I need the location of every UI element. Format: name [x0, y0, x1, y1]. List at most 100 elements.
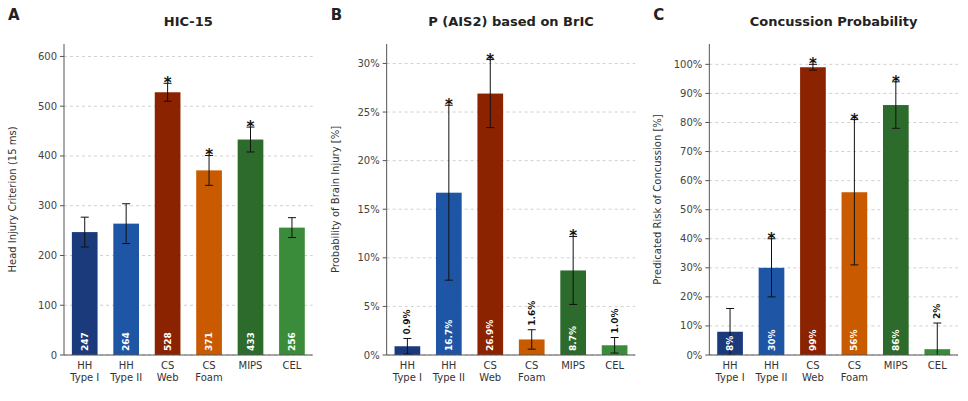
grid-line [709, 93, 958, 94]
panel: B P (AIS2) based on BrIC Probability of Br… [330, 6, 636, 383]
category-label: CSWeb [479, 360, 501, 383]
tick [705, 296, 709, 297]
data-label: 1.6% [527, 301, 537, 326]
category-label: HHType II [109, 360, 142, 383]
error-bar [81, 217, 89, 247]
grid-line [709, 325, 958, 326]
grid-line [64, 56, 313, 57]
plot-area [395, 60, 628, 355]
tick-label: 20% [357, 155, 379, 166]
data-label: 99% [808, 329, 818, 351]
panel-letter: B [331, 6, 342, 24]
tick-label: 10% [680, 320, 702, 331]
grid-line [387, 63, 636, 64]
tick [705, 122, 709, 123]
figure: AHIC-15Head Injury Criterion (15 ms)0100… [0, 0, 968, 401]
data-label: 2% [932, 304, 942, 319]
category-label: CEL [605, 360, 624, 371]
grid-line [709, 64, 958, 65]
significance-marker: * [247, 118, 255, 136]
tick-label: 600 [38, 51, 57, 62]
panel: AHIC-15Head Injury Criterion (15 ms)0100… [7, 6, 313, 383]
tick [60, 56, 64, 57]
grid-line [64, 305, 313, 306]
panel: CConcussion ProbabilityPredicated Risk o… [652, 6, 958, 383]
tick-label: 10% [357, 252, 379, 263]
significance-marker: * [809, 55, 817, 73]
labels: 8%*30%*99%*56%*86%2% [725, 55, 942, 351]
error-bar [403, 338, 411, 354]
tick [383, 112, 387, 113]
grid-line [709, 151, 958, 152]
data-label: 8% [725, 336, 735, 351]
category-label: HHType I [69, 360, 99, 383]
tick [705, 151, 709, 152]
data-label: 528 [163, 332, 173, 351]
tick [705, 325, 709, 326]
data-label: 30% [767, 329, 777, 351]
tick-label: 20% [680, 291, 702, 302]
category-label: MIPS [239, 360, 263, 371]
tick-label: 300 [38, 200, 57, 211]
error-bar [486, 60, 494, 128]
bar [155, 92, 181, 355]
tick [383, 63, 387, 64]
grid-line [387, 306, 636, 307]
y-axis-line [386, 44, 387, 355]
category-label: CSFoam [841, 360, 868, 383]
x-axis-line [387, 355, 636, 356]
category-label: HHType I [392, 360, 422, 383]
tick [705, 267, 709, 268]
data-label: 26.9% [485, 320, 495, 351]
y-axis-label: Predicated Risk of Concussion [%] [652, 114, 663, 284]
error-bar [569, 236, 577, 304]
tick-label: 60% [680, 175, 702, 186]
grid-line [709, 209, 958, 210]
grid-line [709, 355, 958, 356]
tick [60, 255, 64, 256]
grid-line [387, 112, 636, 113]
tick-label: 100% [674, 59, 703, 70]
tick-label: 0 [51, 350, 57, 361]
title: Concussion Probability [750, 14, 918, 29]
error-bar [122, 204, 130, 244]
grid-line [64, 205, 313, 206]
category-label: HHType II [432, 360, 465, 383]
data-label: 433 [246, 332, 256, 351]
panel-letter: A [8, 6, 20, 24]
bar [477, 94, 503, 355]
bar [113, 224, 139, 355]
tick [60, 205, 64, 206]
error-bar [288, 218, 296, 238]
error-bar [933, 323, 941, 355]
tick-label: 70% [680, 146, 702, 157]
y-axis-label: Probability of Brain Injury [%] [330, 126, 341, 273]
data-label: 264 [121, 332, 131, 351]
tick [60, 305, 64, 306]
plot-area [717, 64, 950, 355]
category-label: HHType II [754, 360, 787, 383]
category-label: MIPS [884, 360, 908, 371]
error-bar [611, 338, 619, 354]
x-axis-line [709, 355, 958, 356]
x-axis-line [64, 355, 313, 356]
significance-marker: * [768, 230, 776, 248]
error-bar [528, 330, 536, 349]
grid-line [709, 180, 958, 181]
labels: 247264*528*371*433256 [80, 74, 297, 351]
labels: 0.9%*16.7%*26.9%1.6%*8.7%1.0% [402, 51, 619, 351]
category-label: MIPS [561, 360, 585, 371]
data-label: 8.7% [568, 326, 578, 351]
tick-label: 400 [38, 150, 57, 161]
title: P (AIS2) based on BrIC [428, 14, 594, 29]
tick-label: 90% [680, 88, 702, 99]
category-label: HHType I [715, 360, 745, 383]
category-label: CSFoam [195, 360, 222, 383]
tick-label: 200 [38, 250, 57, 261]
tick-label: 30% [357, 58, 379, 69]
y-axis-line [64, 44, 65, 355]
data-label: 371 [204, 332, 214, 351]
y-axis-label: Head Injury Criterion (15 ms) [7, 126, 18, 272]
grid-line [387, 209, 636, 210]
tick-label: 25% [357, 107, 379, 118]
